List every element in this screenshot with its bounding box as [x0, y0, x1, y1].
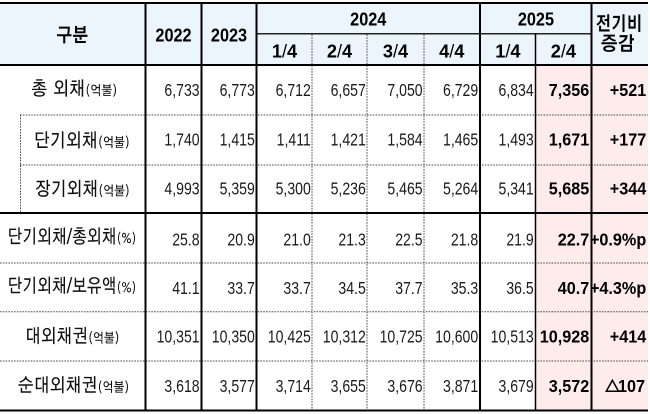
svg-text:5,359: 5,359	[220, 180, 255, 199]
svg-text:10,425: 10,425	[268, 328, 311, 347]
svg-text:3,679: 3,679	[498, 378, 533, 397]
svg-text:2/4: 2/4	[551, 41, 577, 61]
svg-text:2024: 2024	[350, 9, 386, 30]
svg-text:10,600: 10,600	[435, 328, 478, 347]
svg-text:+4.3%p: +4.3%p	[590, 278, 646, 298]
svg-text:33.7: 33.7	[283, 279, 311, 298]
svg-text:10,350: 10,350	[212, 328, 255, 347]
svg-text:+521: +521	[610, 80, 646, 100]
svg-text:4,993: 4,993	[164, 180, 199, 199]
svg-text:3,618: 3,618	[164, 378, 199, 397]
svg-text:+177: +177	[610, 130, 646, 150]
svg-text:41.1: 41.1	[172, 279, 200, 298]
svg-text:33.7: 33.7	[227, 279, 255, 298]
svg-text:3,714: 3,714	[276, 378, 311, 397]
svg-text:10,928: 10,928	[540, 327, 589, 347]
svg-text:1,421: 1,421	[331, 131, 366, 150]
svg-text:5,300: 5,300	[276, 180, 311, 199]
svg-text:5,236: 5,236	[331, 180, 366, 199]
svg-text:3,871: 3,871	[443, 378, 478, 397]
svg-text:10,351: 10,351	[157, 328, 200, 347]
svg-text:10,725: 10,725	[380, 328, 423, 347]
svg-text:+0.9%p: +0.9%p	[590, 230, 646, 250]
svg-text:10,312: 10,312	[323, 328, 366, 347]
svg-text:1,411: 1,411	[277, 131, 311, 150]
svg-text:1,465: 1,465	[443, 131, 478, 150]
svg-text:2023: 2023	[211, 25, 247, 46]
svg-text:20.9: 20.9	[227, 231, 255, 250]
svg-text:7,050: 7,050	[387, 82, 422, 101]
svg-text:2022: 2022	[155, 25, 191, 46]
svg-text:6,773: 6,773	[220, 82, 255, 101]
svg-text:6,834: 6,834	[498, 82, 533, 101]
svg-text:35.3: 35.3	[451, 279, 479, 298]
svg-text:5,264: 5,264	[443, 180, 478, 199]
svg-text:3,572: 3,572	[549, 376, 589, 396]
svg-text:5,465: 5,465	[387, 180, 422, 199]
svg-text:3/4: 3/4	[383, 41, 409, 61]
svg-text:4/4: 4/4	[439, 41, 465, 61]
svg-text:7,356: 7,356	[549, 80, 589, 100]
svg-text:1,493: 1,493	[498, 131, 533, 150]
svg-text:+414: +414	[610, 327, 647, 347]
svg-text:1/4: 1/4	[272, 41, 298, 61]
svg-text:6,729: 6,729	[443, 82, 478, 101]
svg-text:21.8: 21.8	[451, 231, 479, 250]
svg-text:1,671: 1,671	[549, 130, 589, 150]
svg-text:1,415: 1,415	[220, 131, 255, 150]
svg-text:21.3: 21.3	[338, 231, 366, 250]
svg-text:2/4: 2/4	[327, 41, 353, 61]
svg-text:5,341: 5,341	[498, 180, 533, 199]
svg-text:6,657: 6,657	[331, 82, 366, 101]
svg-text:3,577: 3,577	[220, 378, 255, 397]
svg-text:21.0: 21.0	[283, 231, 311, 250]
svg-text:+344: +344	[610, 179, 647, 199]
svg-text:40.7: 40.7	[558, 278, 589, 298]
svg-text:22.5: 22.5	[395, 231, 423, 250]
svg-text:1/4: 1/4	[495, 41, 521, 61]
svg-text:6,712: 6,712	[276, 82, 311, 101]
svg-text:107: 107	[618, 376, 645, 396]
svg-text:6,733: 6,733	[164, 82, 199, 101]
svg-text:37.7: 37.7	[395, 279, 423, 298]
svg-text:25.8: 25.8	[172, 231, 200, 250]
svg-text:1,584: 1,584	[387, 131, 422, 150]
svg-text:5,685: 5,685	[549, 179, 589, 199]
svg-text:34.5: 34.5	[338, 279, 366, 298]
svg-text:10,513: 10,513	[491, 328, 534, 347]
svg-text:21.9: 21.9	[506, 231, 534, 250]
svg-text:1,740: 1,740	[164, 131, 199, 150]
svg-text:3,655: 3,655	[331, 378, 366, 397]
svg-text:2025: 2025	[518, 9, 554, 30]
svg-text:36.5: 36.5	[506, 279, 534, 298]
svg-text:22.7: 22.7	[558, 230, 589, 250]
svg-text:3,676: 3,676	[387, 378, 422, 397]
